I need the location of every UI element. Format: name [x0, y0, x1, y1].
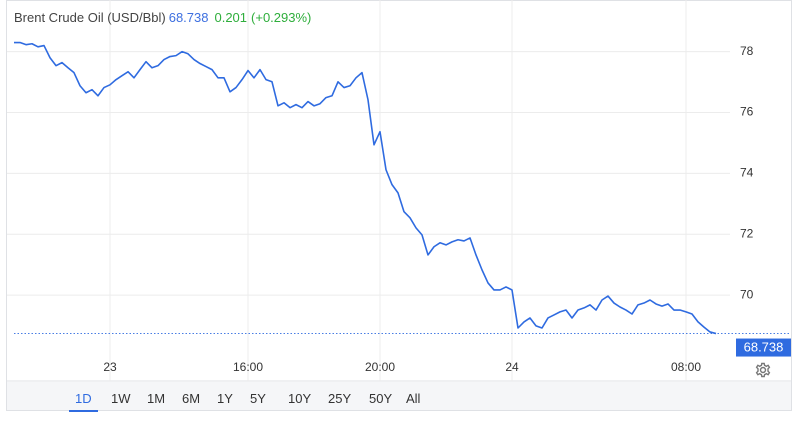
range-bar: 1D 1W 1M 6M 1Y 5Y 10Y 25Y 50Y All: [7, 382, 791, 412]
range-button[interactable]: 1W: [111, 391, 131, 406]
widget: [6, 0, 792, 411]
y-tick-label: 72: [740, 226, 754, 240]
price-tag-label: 68.738: [744, 339, 784, 354]
header: Brent Crude Oil (USD/Bbl) 68.738 0.201 (+0.…: [14, 10, 311, 25]
y-tick-label: 76: [740, 105, 754, 119]
range-button[interactable]: 1M: [147, 391, 166, 406]
range-button[interactable]: 1D: [69, 391, 98, 412]
change: 0.201: [214, 10, 248, 25]
x-tick-label: 23: [103, 360, 117, 374]
range-button[interactable]: 50Y: [369, 391, 393, 406]
range-button[interactable]: 1Y: [217, 391, 233, 406]
range-button[interactable]: All: [406, 391, 421, 406]
settings-icon[interactable]: [755, 362, 771, 378]
y-tick-label: 70: [740, 287, 754, 301]
price-tag: [736, 338, 791, 357]
price: 68.738: [168, 10, 209, 25]
range-button[interactable]: 6M: [182, 391, 201, 406]
price-line: [14, 41, 717, 335]
x-tick-label: 08:00: [671, 360, 701, 374]
chart: 70 72 74 76 78 23 16:00 20:00 24 08:00 68.738: [7, 0, 791, 382]
change-pct: (+0.293%): [251, 10, 312, 25]
x-tick-label: 16:00: [233, 360, 263, 374]
range-button[interactable]: 10Y: [288, 391, 312, 406]
y-tick-label: 78: [740, 44, 754, 58]
chart-title: Brent Crude Oil (USD/Bbl): [14, 10, 166, 25]
x-tick-label: 24: [505, 360, 519, 374]
y-tick-label: 74: [740, 166, 754, 180]
x-tick-label: 20:00: [365, 360, 395, 374]
range-button[interactable]: 25Y: [328, 391, 352, 406]
range-button[interactable]: 5Y: [250, 391, 266, 406]
